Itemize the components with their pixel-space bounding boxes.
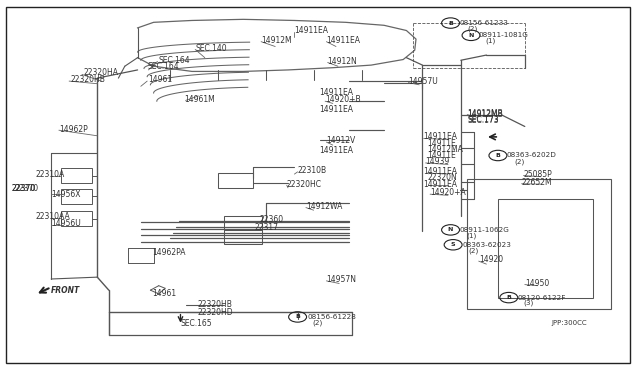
Text: 14911EA: 14911EA xyxy=(424,132,458,141)
Text: 14911EA: 14911EA xyxy=(294,26,328,35)
Text: SEC.164: SEC.164 xyxy=(159,56,190,65)
Text: 22320HD: 22320HD xyxy=(197,308,233,317)
Text: 22310A: 22310A xyxy=(35,170,65,179)
Text: 14957U: 14957U xyxy=(408,77,438,86)
Text: 08120-6122F: 08120-6122F xyxy=(517,295,566,301)
Text: 14956X: 14956X xyxy=(51,190,81,199)
Text: S: S xyxy=(451,242,456,247)
Bar xyxy=(498,199,593,298)
Text: 08911-1062G: 08911-1062G xyxy=(460,227,509,233)
Text: 14911EA: 14911EA xyxy=(319,146,353,155)
Text: 14962P: 14962P xyxy=(59,125,88,134)
Text: 14912MA: 14912MA xyxy=(428,145,463,154)
Text: 22310AA: 22310AA xyxy=(35,212,70,221)
Text: 14912WA: 14912WA xyxy=(306,202,342,211)
Text: 08363-6202D: 08363-6202D xyxy=(507,153,557,158)
Text: 25085P: 25085P xyxy=(524,170,552,179)
Text: N: N xyxy=(448,227,453,232)
Text: 14950: 14950 xyxy=(525,279,549,288)
Text: SEC.140: SEC.140 xyxy=(195,44,227,53)
Text: 14911EA: 14911EA xyxy=(424,180,458,189)
Text: 22320HB: 22320HB xyxy=(70,76,105,84)
Text: (1): (1) xyxy=(485,38,495,44)
Text: (3): (3) xyxy=(524,300,534,307)
Text: 22320N: 22320N xyxy=(428,173,457,182)
Text: (2): (2) xyxy=(515,158,525,165)
Text: SEC.173: SEC.173 xyxy=(467,116,499,125)
Text: 14912N: 14912N xyxy=(328,57,357,66)
Bar xyxy=(218,173,253,188)
Bar xyxy=(61,211,92,226)
Text: 14939: 14939 xyxy=(426,157,450,166)
Text: SEC.164: SEC.164 xyxy=(147,62,179,71)
Text: B: B xyxy=(448,20,453,26)
Text: 08363-62023: 08363-62023 xyxy=(462,242,511,248)
Text: 22320HB: 22320HB xyxy=(197,300,232,309)
Text: 14912V: 14912V xyxy=(326,136,356,145)
Bar xyxy=(467,179,611,309)
Text: 08156-61233: 08156-61233 xyxy=(460,20,508,26)
Text: 14912M: 14912M xyxy=(261,36,292,45)
Text: 14957N: 14957N xyxy=(326,275,356,284)
Text: 08911-1081G: 08911-1081G xyxy=(479,32,529,38)
Text: 14912MB: 14912MB xyxy=(467,110,503,119)
Bar xyxy=(61,168,92,183)
Text: 22320HA: 22320HA xyxy=(83,68,118,77)
Text: 14920+B: 14920+B xyxy=(325,95,361,104)
Text: 14911EA: 14911EA xyxy=(424,167,458,176)
Bar xyxy=(61,189,92,204)
Bar xyxy=(224,230,262,244)
Text: B: B xyxy=(295,314,300,320)
Text: 14911EA: 14911EA xyxy=(319,105,353,114)
Text: 22360: 22360 xyxy=(259,215,284,224)
Text: 14920: 14920 xyxy=(479,255,503,264)
Text: B: B xyxy=(506,295,511,300)
Text: 14911EA: 14911EA xyxy=(319,88,353,97)
Text: 14961: 14961 xyxy=(152,289,177,298)
Text: 14911EA: 14911EA xyxy=(326,36,360,45)
Text: 08156-61228: 08156-61228 xyxy=(307,314,356,320)
Text: (1): (1) xyxy=(466,233,476,240)
Text: JPP:300CC: JPP:300CC xyxy=(552,320,588,326)
Text: 14961M: 14961M xyxy=(184,95,215,104)
Text: 22370: 22370 xyxy=(12,185,36,193)
Text: FRONT: FRONT xyxy=(51,286,81,295)
Text: 22370: 22370 xyxy=(14,185,38,193)
Text: 22320HC: 22320HC xyxy=(287,180,322,189)
Text: 22370: 22370 xyxy=(12,185,36,193)
Text: N: N xyxy=(468,33,474,38)
Text: 22652M: 22652M xyxy=(522,178,552,187)
Text: 14956U: 14956U xyxy=(51,219,81,228)
Text: SEC.165: SEC.165 xyxy=(180,319,212,328)
Text: 14911E: 14911E xyxy=(428,139,456,148)
Text: 14962PA: 14962PA xyxy=(152,248,186,257)
Text: 22310B: 22310B xyxy=(298,166,327,175)
Text: (2): (2) xyxy=(312,320,323,326)
Text: (2): (2) xyxy=(468,248,479,254)
Text: (2): (2) xyxy=(467,26,477,32)
Bar xyxy=(224,216,262,230)
Text: B: B xyxy=(495,153,500,158)
Text: SEC.173: SEC.173 xyxy=(467,115,499,124)
Text: 14961: 14961 xyxy=(148,76,173,84)
Text: 14920+A: 14920+A xyxy=(430,188,466,197)
Text: 14911E: 14911E xyxy=(428,151,456,160)
Text: 14912MB: 14912MB xyxy=(467,109,503,118)
Text: 22317: 22317 xyxy=(255,223,279,232)
